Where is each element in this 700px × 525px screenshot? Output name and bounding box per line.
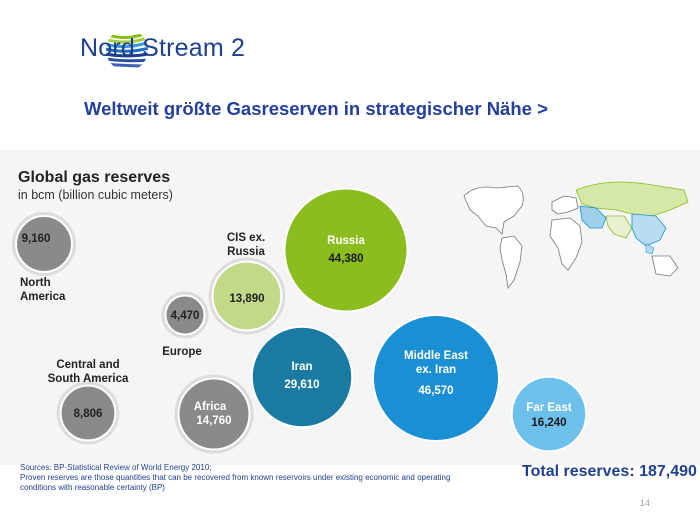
value-label: 9,160 bbox=[22, 233, 51, 245]
value-label: 29,610 bbox=[284, 379, 319, 391]
category-label: Middle East bbox=[404, 350, 468, 362]
sources-line-1: Sources: BP-Statistical Review of World … bbox=[20, 463, 212, 472]
category-label: Far East bbox=[526, 402, 572, 414]
category-label: Central and bbox=[56, 359, 119, 371]
total-reserves: Total reserves: 187,490 bbox=[522, 463, 697, 480]
category-label: CIS ex. bbox=[227, 232, 265, 244]
category-label: Iran bbox=[291, 361, 312, 373]
category-label: Africa bbox=[194, 401, 227, 413]
value-label: 8,806 bbox=[74, 408, 103, 420]
value-label: 44,380 bbox=[328, 253, 363, 265]
category-label: America bbox=[20, 291, 66, 303]
page-heading[interactable]: Weltweit größte Gasreserven in strategis… bbox=[84, 98, 548, 119]
bubble-europe bbox=[164, 294, 206, 336]
bubble-middle-east-ex-iran bbox=[372, 314, 500, 442]
value-label: 13,890 bbox=[229, 293, 264, 305]
sources-line-2: Proven reserves are those quantities tha… bbox=[20, 473, 451, 492]
value-label: 4,470 bbox=[171, 310, 200, 322]
page-number: 14 bbox=[639, 498, 650, 508]
category-label: South America bbox=[48, 373, 129, 385]
value-label: 46,570 bbox=[418, 385, 453, 397]
category-label: North bbox=[20, 277, 51, 289]
sources-note: Sources: BP-Statistical Review of World … bbox=[20, 463, 460, 493]
chart-title: Global gas reserves bbox=[18, 169, 171, 186]
nord-stream-logo-icon bbox=[106, 29, 148, 71]
category-label: Russia bbox=[327, 235, 365, 247]
bubble-russia bbox=[283, 187, 409, 313]
value-label: 14,760 bbox=[196, 415, 231, 427]
logo-text: Nord Stream 2 bbox=[80, 34, 246, 62]
value-label: 16,240 bbox=[531, 417, 566, 429]
bubble-cis-ex-russia bbox=[211, 260, 283, 332]
category-label: Russia bbox=[227, 246, 265, 258]
category-label: ex. Iran bbox=[416, 364, 456, 376]
bubble-far-east bbox=[510, 375, 588, 453]
bubble-north-america bbox=[15, 215, 73, 273]
category-label: Europe bbox=[162, 346, 202, 358]
bubble-central-and-south-america bbox=[59, 384, 117, 442]
bubble-iran bbox=[250, 325, 354, 429]
chart-subtitle: in bcm (billion cubic meters) bbox=[18, 188, 173, 202]
bubble-africa bbox=[177, 377, 251, 451]
world-map-icon bbox=[463, 181, 689, 290]
